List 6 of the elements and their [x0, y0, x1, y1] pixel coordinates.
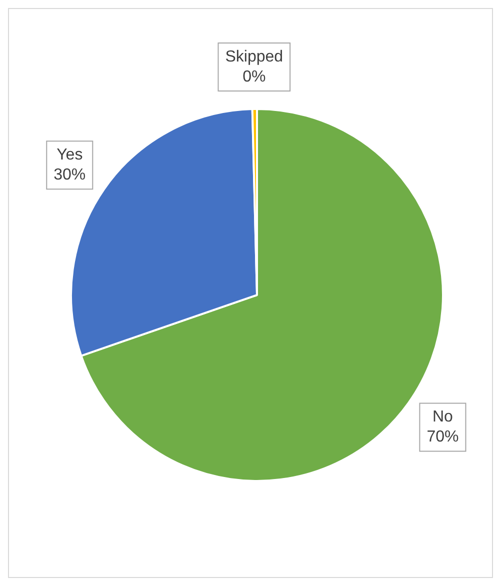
- data-label: 0%: [242, 68, 266, 86]
- data-label: 30%: [54, 166, 86, 184]
- slice-label: Yes: [56, 146, 83, 164]
- data-label: 70%: [426, 428, 459, 446]
- slice-label: No: [432, 408, 454, 426]
- slice-label: Skipped: [225, 48, 284, 66]
